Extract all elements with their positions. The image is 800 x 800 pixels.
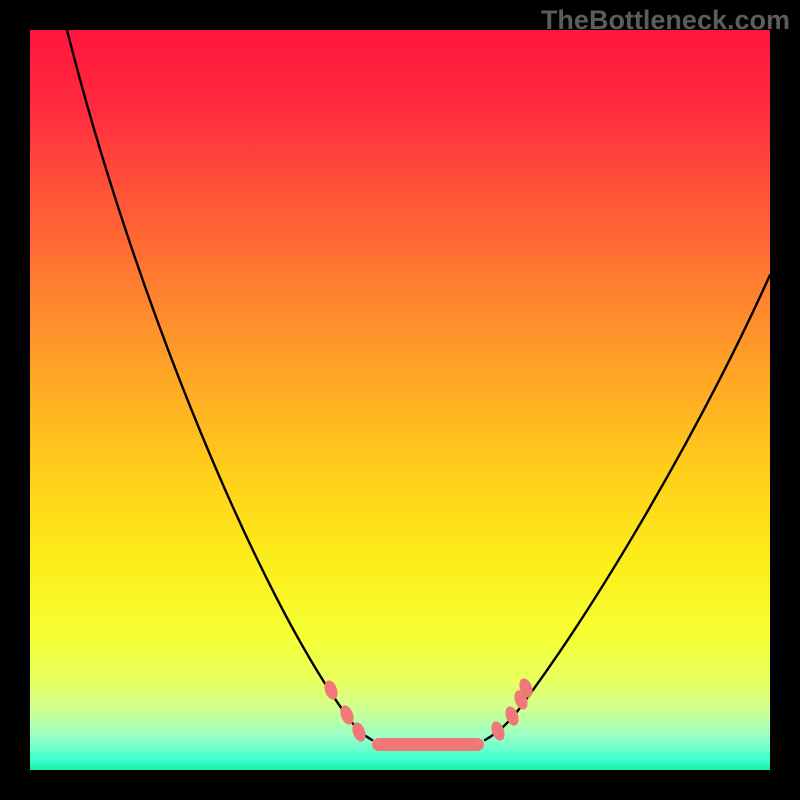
chart-svg <box>0 0 800 800</box>
curve-left <box>67 30 372 740</box>
watermark-label: TheBottleneck.com <box>541 5 790 36</box>
curve-right <box>485 275 770 740</box>
marker-bottom-bar <box>372 738 484 751</box>
marker-right-0 <box>489 720 507 743</box>
chart-content-group <box>67 30 770 751</box>
